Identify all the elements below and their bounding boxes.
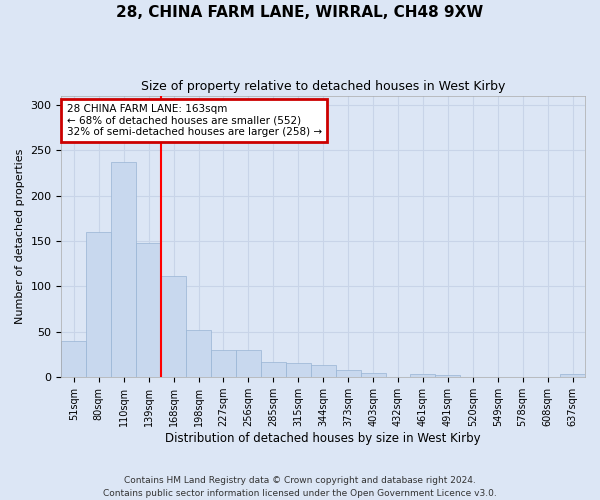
Bar bbox=[161, 276, 186, 377]
Bar bbox=[335, 370, 361, 377]
Text: 28, CHINA FARM LANE, WIRRAL, CH48 9XW: 28, CHINA FARM LANE, WIRRAL, CH48 9XW bbox=[116, 5, 484, 20]
Bar bbox=[86, 232, 111, 377]
Bar bbox=[286, 362, 311, 377]
Bar bbox=[236, 350, 261, 377]
Bar bbox=[61, 341, 86, 377]
Bar bbox=[311, 364, 335, 377]
Bar bbox=[261, 362, 286, 377]
Bar bbox=[436, 376, 460, 377]
Bar bbox=[186, 330, 211, 377]
Bar bbox=[361, 372, 386, 377]
Bar bbox=[111, 162, 136, 377]
Bar bbox=[410, 374, 436, 377]
Title: Size of property relative to detached houses in West Kirby: Size of property relative to detached ho… bbox=[141, 80, 505, 93]
Bar bbox=[136, 242, 161, 377]
Y-axis label: Number of detached properties: Number of detached properties bbox=[15, 148, 25, 324]
Bar bbox=[211, 350, 236, 377]
Text: 28 CHINA FARM LANE: 163sqm
← 68% of detached houses are smaller (552)
32% of sem: 28 CHINA FARM LANE: 163sqm ← 68% of deta… bbox=[67, 104, 322, 137]
X-axis label: Distribution of detached houses by size in West Kirby: Distribution of detached houses by size … bbox=[166, 432, 481, 445]
Text: Contains HM Land Registry data © Crown copyright and database right 2024.
Contai: Contains HM Land Registry data © Crown c… bbox=[103, 476, 497, 498]
Bar bbox=[560, 374, 585, 377]
